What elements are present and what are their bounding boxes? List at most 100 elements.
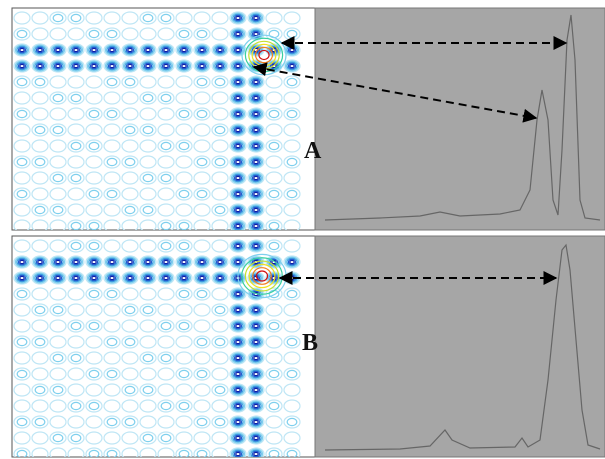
contour — [268, 189, 280, 199]
contour — [230, 368, 246, 380]
contour — [250, 353, 262, 363]
contour — [217, 259, 223, 265]
contour — [103, 43, 121, 57]
contour — [229, 139, 247, 153]
contour — [50, 256, 66, 268]
contour — [85, 303, 103, 317]
contour — [121, 187, 139, 201]
contour — [232, 157, 244, 167]
contour — [85, 255, 103, 269]
contour — [289, 259, 295, 265]
contour — [106, 449, 118, 457]
contour — [143, 274, 153, 282]
contour — [109, 47, 115, 53]
contour — [193, 287, 211, 301]
contour — [88, 401, 100, 411]
contour — [49, 303, 67, 317]
contour — [140, 44, 156, 56]
contour — [71, 46, 81, 54]
contour — [230, 108, 246, 120]
contour — [107, 274, 117, 282]
contour — [50, 60, 66, 72]
contour — [103, 399, 121, 413]
contour — [253, 15, 259, 21]
contour — [139, 431, 157, 445]
contour — [197, 258, 207, 266]
contour — [55, 63, 61, 69]
contour — [121, 431, 139, 445]
contour — [70, 353, 82, 363]
contour — [265, 383, 283, 397]
contour — [85, 91, 103, 105]
contour — [53, 62, 63, 70]
contour — [17, 274, 27, 282]
contour — [88, 109, 100, 119]
contour — [67, 351, 85, 365]
contour — [212, 256, 228, 268]
contour — [88, 273, 100, 283]
contour — [179, 62, 189, 70]
contour — [232, 173, 244, 183]
contour — [250, 401, 262, 411]
contour — [251, 14, 261, 22]
contour — [175, 11, 193, 25]
contour — [217, 63, 223, 69]
contour — [35, 62, 45, 70]
contour — [229, 255, 247, 269]
contour — [175, 351, 193, 365]
contour — [193, 139, 211, 153]
contour — [229, 383, 247, 397]
contour — [31, 11, 49, 25]
contour — [88, 449, 100, 457]
contour — [283, 415, 301, 429]
contour — [19, 259, 25, 265]
contour — [233, 110, 243, 118]
contour — [49, 351, 67, 365]
contour — [233, 190, 243, 198]
contour — [233, 174, 243, 182]
contour — [248, 352, 264, 364]
contour — [250, 321, 262, 331]
contour — [175, 367, 193, 381]
contour — [142, 353, 154, 363]
contour — [49, 75, 67, 89]
contour — [230, 400, 246, 412]
contour — [124, 417, 136, 427]
contour — [181, 275, 187, 281]
contour — [31, 239, 49, 253]
contour — [55, 47, 61, 53]
contour — [233, 126, 243, 134]
contour — [233, 94, 243, 102]
contour — [13, 303, 31, 317]
contour — [211, 447, 229, 457]
contour — [211, 255, 229, 269]
contour — [31, 431, 49, 445]
contour — [235, 403, 241, 409]
contour — [70, 61, 82, 71]
contour — [232, 221, 244, 230]
contour — [217, 275, 223, 281]
contour — [142, 305, 154, 315]
contour — [247, 219, 265, 230]
contour — [85, 271, 103, 285]
contour — [139, 255, 157, 269]
contour — [49, 255, 67, 269]
contour — [121, 107, 139, 121]
contour — [230, 432, 246, 444]
contour — [235, 243, 241, 249]
contour — [121, 287, 139, 301]
contour — [16, 289, 28, 299]
contour — [196, 29, 208, 39]
contour — [67, 383, 85, 397]
contour — [121, 203, 139, 217]
contour — [67, 303, 85, 317]
contour — [197, 274, 207, 282]
contour — [103, 303, 121, 317]
contour — [232, 417, 244, 427]
contour — [139, 415, 157, 429]
contour — [67, 431, 85, 445]
contour — [34, 125, 46, 135]
contour — [70, 433, 82, 443]
contour — [211, 367, 229, 381]
contour — [178, 141, 190, 151]
